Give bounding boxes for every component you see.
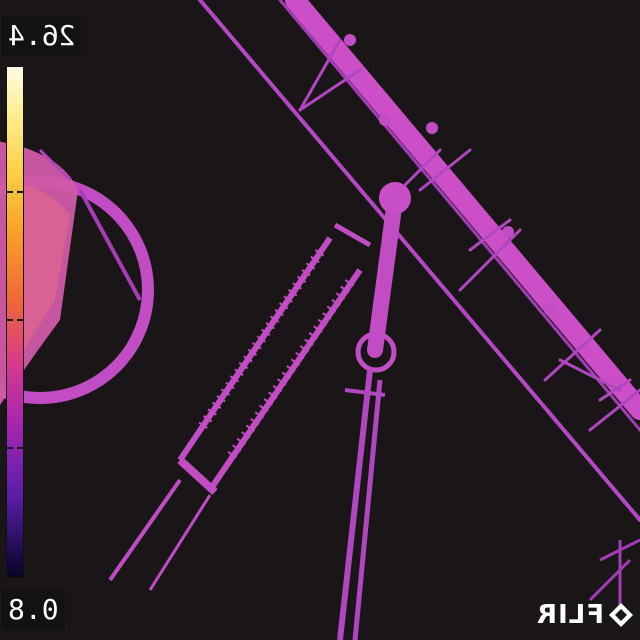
temperature-scale-bar: [6, 66, 24, 578]
scale-tick: [7, 319, 23, 321]
min-temperature-label: 0.8: [2, 590, 65, 630]
support-arm: [337, 182, 411, 640]
scale-tick: [7, 447, 23, 449]
insulator-string: [108, 222, 372, 591]
flir-diamond-icon: [609, 603, 633, 627]
max-temperature-label: 26.4: [2, 16, 82, 56]
brand-name: FLIR: [535, 600, 604, 630]
flir-logo: FLIR: [536, 600, 634, 630]
truss-beam: [198, 0, 640, 522]
scale-tick: [7, 191, 23, 193]
